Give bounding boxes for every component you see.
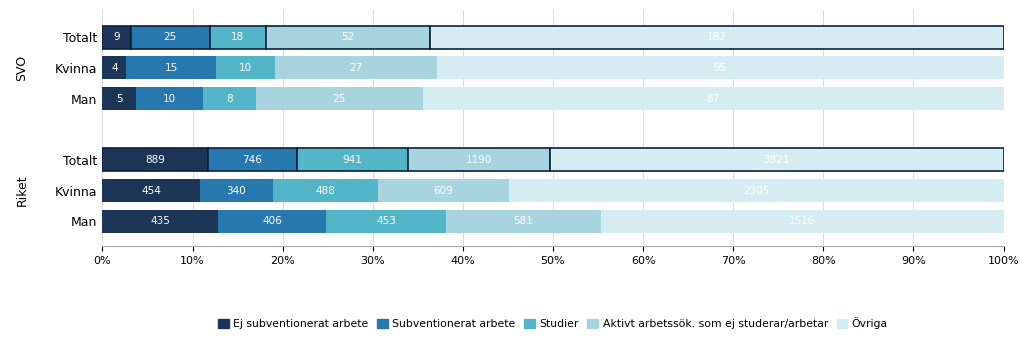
Bar	[378, 179, 509, 202]
Bar	[216, 56, 275, 79]
Bar	[436, 56, 1004, 79]
Bar	[430, 26, 1004, 49]
Text: 5: 5	[116, 93, 123, 104]
Text: 25: 25	[164, 32, 177, 42]
Text: 435: 435	[151, 216, 170, 226]
Bar	[200, 179, 273, 202]
Text: 454: 454	[141, 186, 161, 196]
Bar	[409, 148, 550, 171]
Text: 941: 941	[343, 155, 362, 165]
Text: 25: 25	[333, 93, 346, 104]
Bar	[218, 210, 326, 233]
Text: SVO: SVO	[15, 55, 29, 81]
Bar	[601, 210, 1004, 233]
Text: 87: 87	[707, 93, 720, 104]
Text: 406: 406	[262, 216, 282, 226]
Bar	[136, 87, 203, 110]
Text: 4: 4	[111, 63, 118, 73]
Text: Riket: Riket	[15, 175, 29, 207]
Bar	[297, 148, 409, 171]
Text: 2305: 2305	[742, 186, 769, 196]
Text: 340: 340	[226, 186, 247, 196]
Text: 10: 10	[239, 63, 252, 73]
Text: 27: 27	[349, 63, 362, 73]
Bar	[126, 56, 216, 79]
Text: 453: 453	[376, 216, 396, 226]
Bar	[102, 56, 126, 79]
Bar	[273, 179, 378, 202]
Bar	[266, 26, 430, 49]
Bar	[131, 26, 210, 49]
Bar	[275, 56, 436, 79]
Text: 889: 889	[145, 155, 165, 165]
Bar	[208, 148, 297, 171]
Legend: Ej subventionerat arbete, Subventionerat arbete, Studier, Aktivt arbetssök. som : Ej subventionerat arbete, Subventionerat…	[214, 313, 892, 333]
Text: 3821: 3821	[763, 155, 790, 165]
Text: 581: 581	[513, 216, 534, 226]
Text: 95: 95	[714, 63, 727, 73]
Bar	[203, 87, 256, 110]
Bar	[256, 87, 423, 110]
Text: 52: 52	[342, 32, 354, 42]
Bar	[326, 210, 446, 233]
Text: 15: 15	[165, 63, 177, 73]
Text: 1516: 1516	[788, 216, 815, 226]
Bar	[102, 148, 208, 171]
Bar	[423, 87, 1004, 110]
Bar	[210, 26, 266, 49]
Text: 8: 8	[226, 93, 232, 104]
Text: 182: 182	[707, 32, 727, 42]
Bar	[102, 87, 136, 110]
Bar	[102, 210, 218, 233]
Bar	[509, 179, 1004, 202]
Text: 18: 18	[231, 32, 245, 42]
Text: 746: 746	[243, 155, 262, 165]
Bar	[550, 148, 1004, 171]
Bar	[102, 26, 131, 49]
Text: 609: 609	[433, 186, 453, 196]
Text: 1190: 1190	[466, 155, 493, 165]
Bar	[446, 210, 601, 233]
Text: 488: 488	[315, 186, 335, 196]
Text: 9: 9	[114, 32, 120, 42]
Text: 10: 10	[163, 93, 176, 104]
Bar	[102, 179, 200, 202]
